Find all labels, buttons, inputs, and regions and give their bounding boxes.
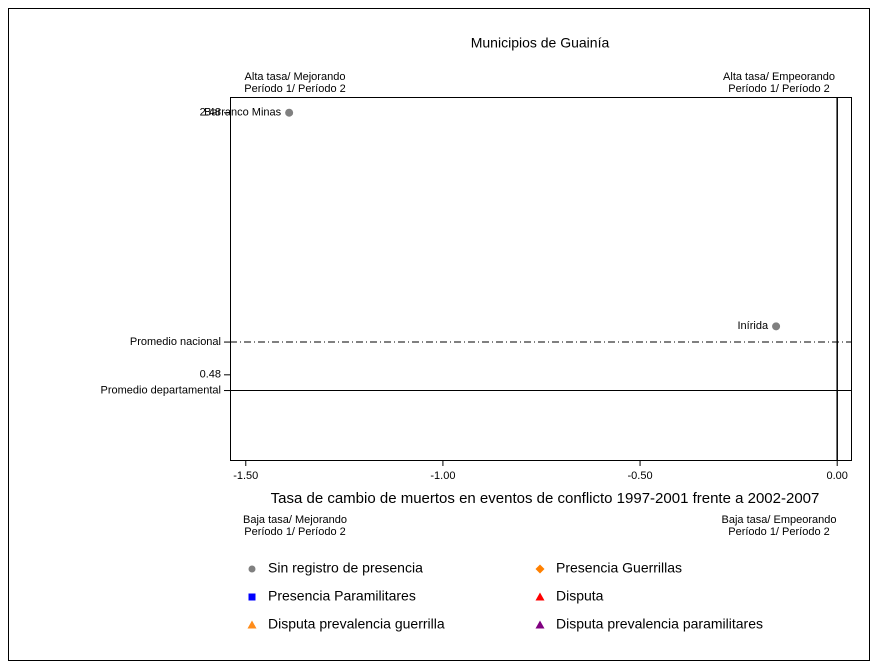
annotation: Baja tasa/ Empeorando: [722, 514, 837, 526]
y-tick-label: 0.48: [200, 369, 221, 381]
annotation: Alta tasa/ Mejorando: [245, 71, 346, 83]
legend-label: Disputa prevalencia paramilitares: [556, 616, 763, 632]
annotation: Período 1/ Período 2: [728, 526, 830, 538]
annotation: Baja tasa/ Mejorando: [243, 514, 347, 526]
x-axis-label: Tasa de cambio de muertos en eventos de …: [271, 490, 820, 507]
plot-area: [230, 97, 852, 461]
y-tick-label: 2.48: [200, 107, 221, 119]
legend-label: Presencia Guerrillas: [556, 560, 682, 576]
point-label: Inírida: [738, 320, 769, 332]
marker: [248, 593, 256, 601]
legend-label: Presencia Paramilitares: [268, 588, 416, 604]
annotation: Período 1/ Período 2: [728, 83, 830, 95]
annotation: Período 1/ Período 2: [244, 83, 346, 95]
annotation: Período 1/ Período 2: [244, 526, 346, 538]
marker: [535, 564, 545, 574]
point-label: Barranco Minas: [204, 107, 282, 119]
marker: [535, 592, 545, 601]
annotation: Alta tasa/ Empeorando: [723, 71, 835, 83]
reference-label: Promedio nacional: [130, 336, 221, 348]
reference-label: Promedio departamental: [101, 384, 221, 396]
legend-label: Disputa: [556, 588, 604, 604]
x-tick-label: -1.50: [233, 470, 258, 482]
x-tick-label: -1.00: [430, 470, 455, 482]
marker: [247, 620, 257, 629]
marker: [772, 322, 781, 331]
x-tick-label: -0.50: [628, 470, 653, 482]
frame: [8, 8, 870, 661]
x-tick-label: 0.00: [826, 470, 847, 482]
legend-label: Disputa prevalencia guerrilla: [268, 616, 445, 632]
legend-label: Sin registro de presencia: [268, 560, 423, 576]
marker: [248, 565, 256, 573]
marker: [535, 620, 545, 629]
marker: [285, 108, 294, 117]
chart-title: Municipios de Guainía: [471, 35, 610, 51]
